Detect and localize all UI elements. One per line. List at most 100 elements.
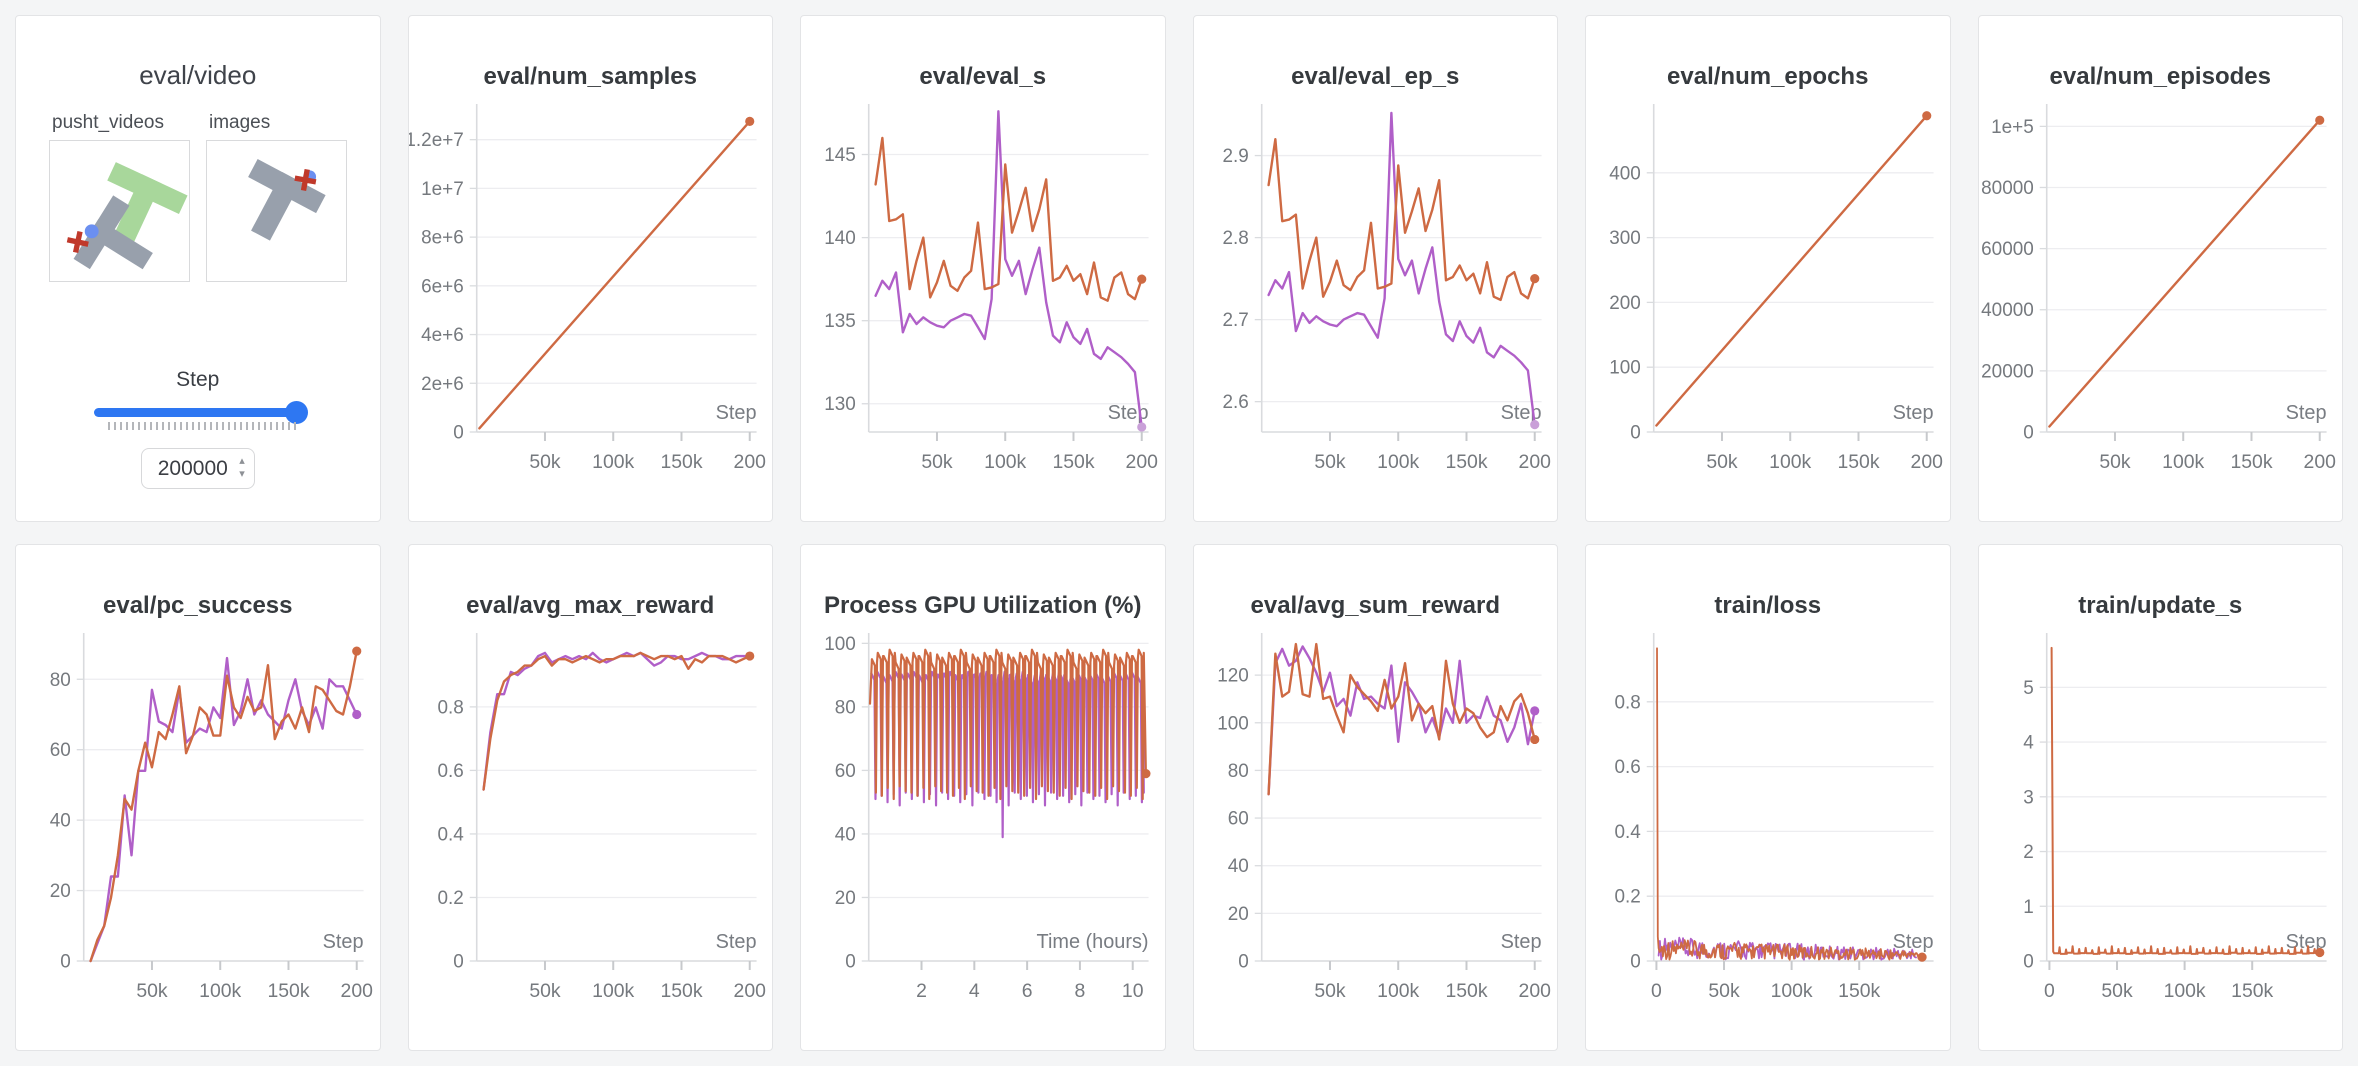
svg-text:400: 400 bbox=[1609, 163, 1641, 184]
svg-text:10: 10 bbox=[1122, 980, 1144, 1002]
chart-title: eval/pc_success bbox=[103, 592, 293, 619]
chart-title: eval/avg_sum_reward bbox=[1250, 592, 1500, 619]
svg-text:Step: Step bbox=[1500, 931, 1541, 953]
svg-text:2.6: 2.6 bbox=[1222, 392, 1248, 413]
svg-text:100k: 100k bbox=[1377, 980, 1419, 1002]
svg-text:40: 40 bbox=[1227, 856, 1248, 877]
chart[interactable]: 2.6 2.7 2.8 2.9 50k 100k 150k 200 Step bbox=[1194, 100, 1558, 504]
svg-text:50k: 50k bbox=[2099, 451, 2131, 473]
svg-text:20: 20 bbox=[50, 881, 71, 902]
svg-text:0: 0 bbox=[1630, 951, 1641, 972]
svg-text:100k: 100k bbox=[1769, 451, 1811, 473]
chart[interactable]: 0 0.2 0.4 0.6 0.8 0 50k 100k 150k Step bbox=[1586, 629, 1950, 1033]
chart-panel[interactable]: eval/num_epochs 0 100 200 300 400 50k 100k 150k… bbox=[1585, 15, 1951, 522]
chart-panel[interactable]: eval/pc_success 0 20 40 60 80 50k 100k 150k 200 S… bbox=[15, 544, 381, 1051]
chart[interactable]: 0 20 40 60 80 100 2 4 6 8 10 Time (hours) bbox=[801, 629, 1165, 1033]
svg-text:150k: 150k bbox=[1838, 980, 1880, 1002]
svg-text:Step: Step bbox=[2285, 402, 2326, 424]
pusht-videos-label: pusht_videos bbox=[52, 112, 164, 133]
chart-panel[interactable]: eval/eval_s 130 135 140 145 50k 100k 150k 200 St… bbox=[800, 15, 1166, 522]
slider-tick-marks bbox=[108, 422, 296, 430]
svg-text:20000: 20000 bbox=[1981, 361, 2034, 382]
chart[interactable]: 0 20 40 60 80 100 120 50k 100k 150k 200 Step bbox=[1194, 629, 1558, 1033]
step-decrement-button[interactable]: ▾ bbox=[239, 468, 245, 480]
svg-text:100k: 100k bbox=[984, 451, 1026, 473]
svg-text:100: 100 bbox=[1217, 713, 1249, 734]
step-increment-button[interactable]: ▴ bbox=[239, 455, 245, 467]
svg-text:0.6: 0.6 bbox=[1614, 757, 1640, 778]
chart[interactable]: 130 135 140 145 50k 100k 150k 200 Step bbox=[801, 100, 1165, 504]
chart-panel[interactable]: eval/eval_ep_s 2.6 2.7 2.8 2.9 50k 100k 150k 20… bbox=[1192, 15, 1558, 522]
svg-text:Step: Step bbox=[715, 402, 756, 424]
step-slider-label: Step bbox=[176, 368, 220, 391]
chart[interactable]: 0 0.2 0.4 0.6 0.8 50k 100k 150k 200 Step bbox=[409, 629, 773, 1033]
chart[interactable]: 0 20000 40000 60000 80000 1e+5 50k 100k 150k 200 S… bbox=[1979, 100, 2343, 504]
pusht-video-thumbnail[interactable] bbox=[49, 140, 190, 282]
svg-text:150k: 150k bbox=[660, 451, 702, 473]
svg-text:200: 200 bbox=[1518, 980, 1551, 1002]
chart-title: eval/eval_s bbox=[919, 63, 1047, 90]
chart-panel[interactable]: eval/avg_sum_reward 0 20 40 60 80 100 120 50k 10… bbox=[1192, 544, 1558, 1051]
svg-text:6: 6 bbox=[1022, 980, 1033, 1002]
svg-text:Time (hours): Time (hours) bbox=[1037, 931, 1149, 953]
chart-panel[interactable]: eval/num_episodes 0 20000 40000 60000 80000 1… bbox=[1977, 15, 2343, 522]
chart-panel[interactable]: eval/num_samples 0 2e+6 4e+6 6e+6 8e+6 1e+7 1.… bbox=[407, 15, 773, 522]
svg-text:150k: 150k bbox=[1445, 451, 1487, 473]
svg-text:150k: 150k bbox=[2230, 451, 2272, 473]
svg-text:80: 80 bbox=[835, 697, 856, 718]
step-spinner: ▴ ▾ bbox=[239, 455, 245, 481]
svg-text:Step: Step bbox=[1893, 402, 1934, 424]
svg-text:2: 2 bbox=[916, 980, 927, 1002]
step-slider-thumb[interactable] bbox=[285, 401, 308, 424]
svg-text:0: 0 bbox=[453, 422, 464, 443]
svg-text:0: 0 bbox=[2023, 422, 2034, 443]
chart-title: train/update_s bbox=[2078, 592, 2243, 619]
svg-text:0: 0 bbox=[845, 951, 856, 972]
chart-title: eval/num_episodes bbox=[2049, 63, 2271, 90]
chart-panel[interactable]: train/loss 0 0.2 0.4 0.6 0.8 0 50k 100k 150k Step bbox=[1585, 544, 1951, 1051]
svg-text:100k: 100k bbox=[2162, 451, 2204, 473]
svg-text:200: 200 bbox=[1911, 451, 1944, 473]
chart-panel[interactable]: train/update_s 0 1 2 3 4 5 0 50k 100k 150k Step bbox=[1977, 544, 2343, 1051]
step-slider[interactable] bbox=[94, 401, 308, 424]
svg-text:Step: Step bbox=[715, 931, 756, 953]
svg-text:150k: 150k bbox=[1837, 451, 1879, 473]
svg-text:80: 80 bbox=[50, 670, 71, 691]
svg-text:200: 200 bbox=[341, 980, 374, 1002]
svg-text:40000: 40000 bbox=[1981, 300, 2034, 321]
svg-text:145: 145 bbox=[824, 145, 856, 166]
svg-text:0.6: 0.6 bbox=[437, 761, 463, 782]
svg-text:50k: 50k bbox=[2101, 980, 2133, 1002]
svg-text:Step: Step bbox=[1893, 931, 1934, 953]
svg-text:60: 60 bbox=[1227, 809, 1248, 830]
image-thumbnail[interactable] bbox=[206, 140, 347, 282]
svg-text:100k: 100k bbox=[592, 980, 634, 1002]
svg-text:20: 20 bbox=[835, 888, 856, 909]
chart[interactable]: 0 20 40 60 80 50k 100k 150k 200 Step bbox=[16, 629, 380, 1033]
chart-title: eval/avg_max_reward bbox=[466, 592, 715, 619]
step-input[interactable] bbox=[155, 455, 236, 482]
chart[interactable]: 0 2e+6 4e+6 6e+6 8e+6 1e+7 1.2e+7 50k 100k 150k 20… bbox=[409, 100, 773, 504]
svg-text:4: 4 bbox=[2023, 733, 2034, 754]
svg-text:50k: 50k bbox=[1314, 980, 1346, 1002]
svg-text:5: 5 bbox=[2023, 678, 2034, 699]
svg-text:0: 0 bbox=[2023, 951, 2034, 972]
svg-text:0: 0 bbox=[1630, 422, 1641, 443]
chart-panel[interactable]: Process GPU Utilization (%) 0 20 40 60 80 100… bbox=[800, 544, 1166, 1051]
chart-panel[interactable]: eval/avg_max_reward 0 0.2 0.4 0.6 0.8 50k 100k… bbox=[407, 544, 773, 1051]
chart-title: eval/eval_ep_s bbox=[1291, 63, 1460, 90]
svg-text:150k: 150k bbox=[267, 980, 309, 1002]
svg-text:0.2: 0.2 bbox=[437, 888, 463, 909]
svg-text:2: 2 bbox=[2023, 842, 2034, 863]
svg-text:1e+7: 1e+7 bbox=[421, 179, 464, 200]
svg-text:200: 200 bbox=[733, 451, 766, 473]
svg-text:50k: 50k bbox=[136, 980, 168, 1002]
svg-text:100: 100 bbox=[1609, 358, 1641, 379]
chart[interactable]: 0 100 200 300 400 50k 100k 150k 200 Step bbox=[1586, 100, 1950, 504]
svg-text:40: 40 bbox=[50, 811, 71, 832]
chart-title: Process GPU Utilization (%) bbox=[824, 592, 1142, 619]
svg-text:Step: Step bbox=[1500, 402, 1541, 424]
svg-text:4: 4 bbox=[969, 980, 980, 1002]
svg-text:50k: 50k bbox=[529, 451, 561, 473]
